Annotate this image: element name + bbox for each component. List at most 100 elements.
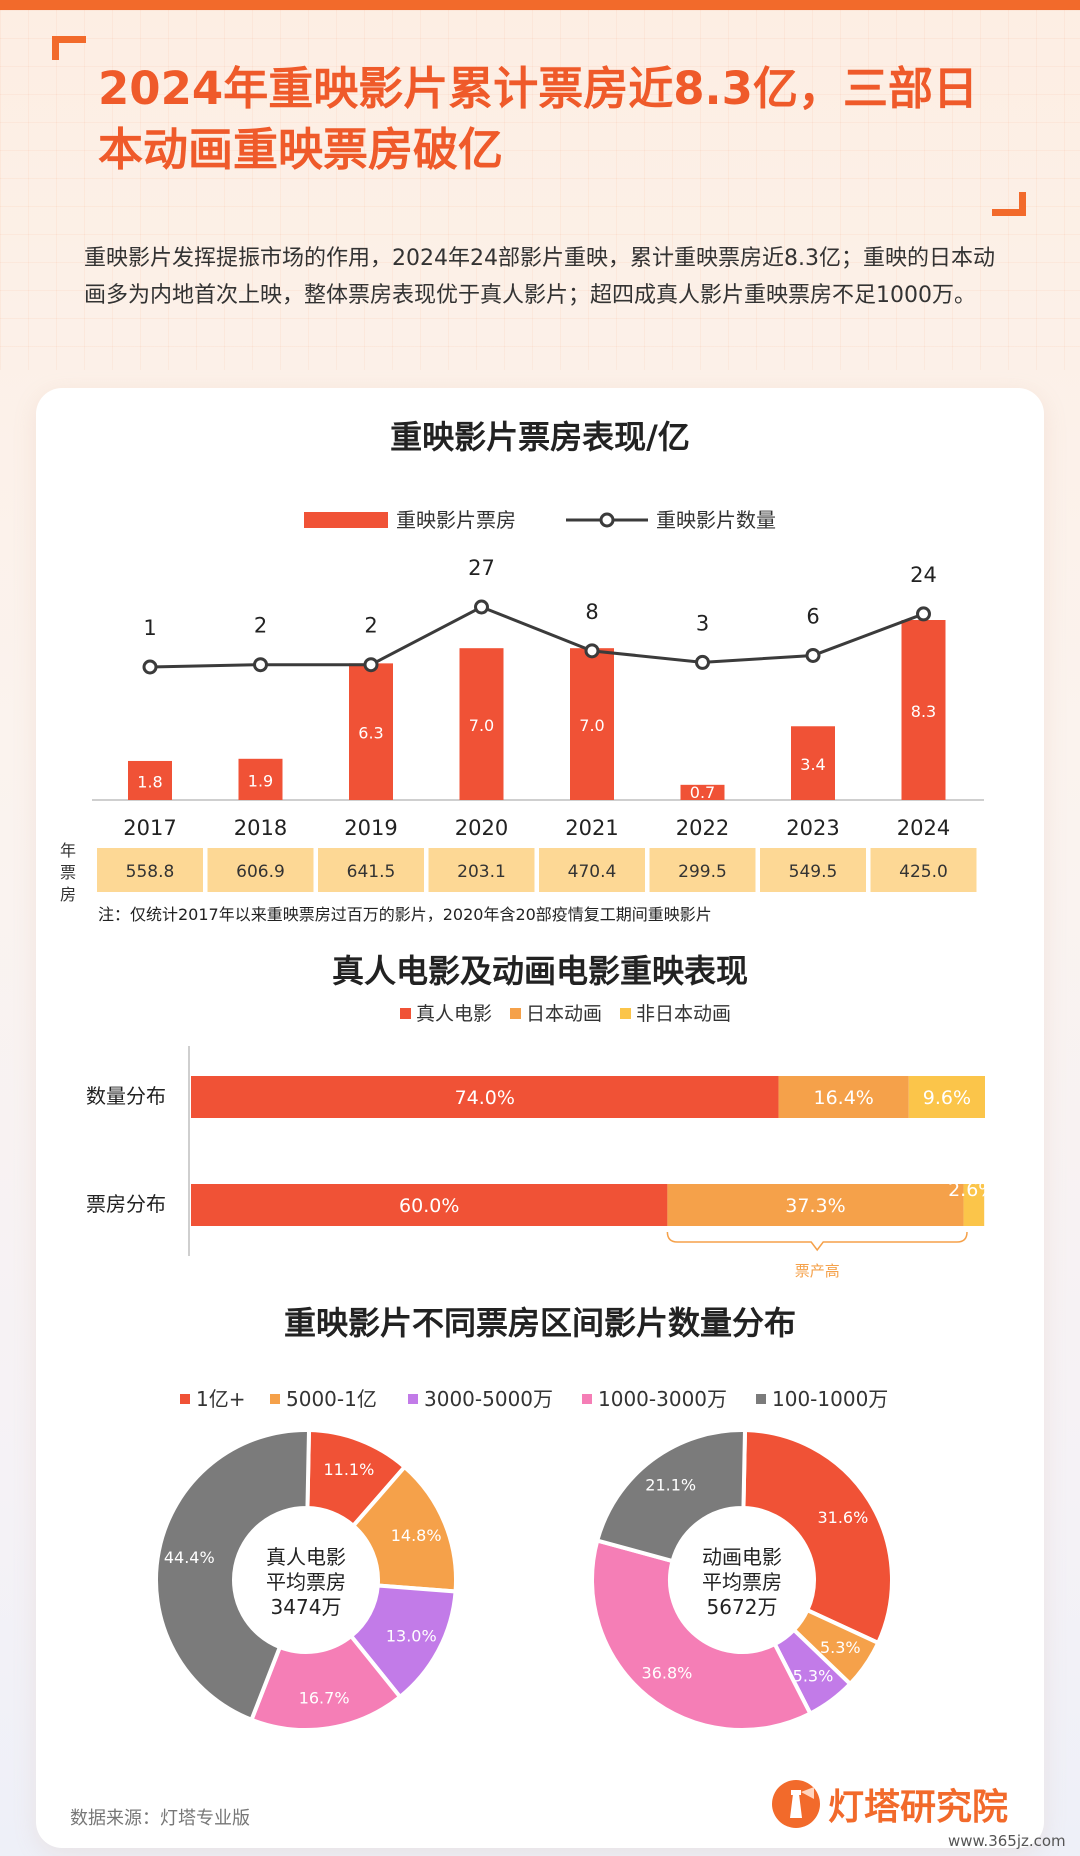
table-value-2023: 549.5 [789,862,838,882]
segment-1-2 [963,1184,985,1226]
bar-label-2021: 7.0 [579,716,604,735]
table-label-char: 票 [60,863,76,882]
legend-swatch-3 [582,1394,592,1404]
bar-2023 [791,726,835,800]
annotation-label: 票产高 [795,1262,840,1280]
count-label-2018: 2 [254,614,267,638]
bar-2021 [570,648,614,800]
count-point-2023 [805,647,821,663]
table-value-2024: 425.0 [899,862,948,882]
segment-label-1-2: 2.6% [948,1179,996,1201]
segment-1-1 [667,1184,964,1226]
table-value-2018: 606.9 [236,862,285,882]
table-cell [97,848,203,892]
watermark: www.365jz.com [948,1832,1066,1850]
count-line [149,605,925,669]
count-point-2021 [584,643,600,659]
donut-0-label-4: 44.4% [164,1548,215,1567]
bar-2022 [680,784,725,800]
chart1-title: 重映影片票房表现/亿 [390,418,690,456]
donut-1-slice-0 [741,1427,894,1646]
donut-0-label-1: 14.8% [391,1526,442,1545]
bar-label-2024: 8.3 [911,702,936,721]
x-tick-2019: 2019 [344,816,397,840]
donut-1-label-1: 5.3% [820,1638,861,1657]
chart1-note: 注：仅统计2017年以来重映票房过百万的影片，2020年含20部疫情复工期间重映… [98,905,712,924]
count-label-2019: 2 [364,614,377,638]
donut-1-slice-4 [594,1428,748,1564]
donut-0-center-1: 平均票房 [266,1570,346,1594]
brand-name: 灯塔研究院 [828,1787,1009,1828]
donut-0-label-0: 11.1% [323,1460,374,1479]
x-tick-2023: 2023 [786,816,839,840]
donut-1-label-3: 36.8% [642,1663,693,1682]
table-value-2019: 641.5 [347,862,396,882]
table-cell [870,848,977,892]
x-tick-2020: 2020 [455,816,508,840]
donut-0-slice-4 [154,1428,312,1723]
count-label-2020: 27 [468,556,495,580]
table-cell [318,848,424,892]
legend-swatch-1 [510,1008,521,1019]
box-office-chart: 重映影片票房 重映影片数量 1.8 2017 1.9 2018 6.3 2019 7.0 2020… [60,508,984,924]
table-cell [428,848,535,892]
count-label-2024: 24 [910,563,937,587]
data-source: 数据来源：灯塔专业版 [70,1808,250,1829]
x-tick-2018: 2018 [234,816,287,840]
legend-label-0: 真人电影 [416,1003,492,1025]
corner-bracket-bottom-right [992,192,1026,216]
brand-logo: 灯塔研究院 [770,1778,1008,1830]
count-label-2021: 8 [585,600,598,624]
row-label-0: 数量分布 [86,1084,166,1108]
annotation-bracket [666,1231,968,1252]
top-accent-bar [0,0,1080,10]
bar-label-2017: 1.8 [137,772,162,791]
donut-1-center-1: 平均票房 [702,1570,782,1594]
legend-label-0: 1亿+ [196,1387,245,1411]
x-tick-2021: 2021 [565,816,618,840]
table-value-2017: 558.8 [126,862,175,882]
donut-0-center-0: 真人电影 [266,1545,346,1569]
legend-marker-count [599,512,615,528]
table-label-char: 年 [60,841,76,860]
legend-swatch-box-office [304,512,388,528]
table-value-2020: 203.1 [457,862,506,882]
table-cell [649,848,756,892]
segment-label-1-1: 37.3% [785,1195,845,1217]
segment-0-2 [908,1076,985,1118]
table-value-2021: 470.4 [568,862,617,882]
legend-label-1: 日本动画 [526,1003,602,1025]
legend-label-1: 5000-1亿 [286,1387,377,1411]
table-value-2022: 299.5 [678,862,727,882]
count-point-2024 [916,606,931,622]
x-tick-2022: 2022 [676,816,729,840]
donut-0-label-2: 13.0% [386,1626,437,1645]
table-label-char: 房 [60,885,76,904]
chart2-title: 真人电影及动画电影重映表现 [331,952,748,990]
legend-swatch-0 [400,1008,411,1019]
corner-bracket-top-left [52,36,86,60]
donut-1-label-4: 21.1% [645,1476,696,1495]
count-label-2017: 1 [143,616,156,640]
legend-swatch-4 [756,1394,766,1404]
legend-label-count: 重映影片数量 [656,508,776,532]
segment-0-0 [191,1076,779,1118]
donut-charts: 1亿+ 5000-1亿 3000-5000万 1000-3000万 100-1000万 1… [154,1387,894,1732]
count-point-2022 [695,654,710,670]
count-label-2022: 3 [696,611,709,635]
segment-label-0-1: 16.4% [813,1087,873,1109]
table-cell [207,848,314,892]
bar-label-2019: 6.3 [358,724,383,743]
segment-0-1 [778,1076,909,1118]
count-point-2019 [363,657,379,673]
table-cell [760,848,866,892]
chart3-title: 重映影片不同票房区间影片数量分布 [283,1304,796,1342]
donut-1-slice-3 [590,1538,813,1732]
segment-label-1-0: 60.0% [399,1195,459,1217]
bar-label-2023: 3.4 [800,755,825,774]
intro-paragraph: 重映影片发挥提振市场的作用，2024年24部影片重映，累计重映票房近8.3亿；重… [84,246,995,308]
lighthouse-icon [772,1780,820,1828]
table-cell [539,848,645,892]
segment-label-0-0: 74.0% [455,1087,515,1109]
donut-1-center-2: 5672万 [707,1595,778,1619]
